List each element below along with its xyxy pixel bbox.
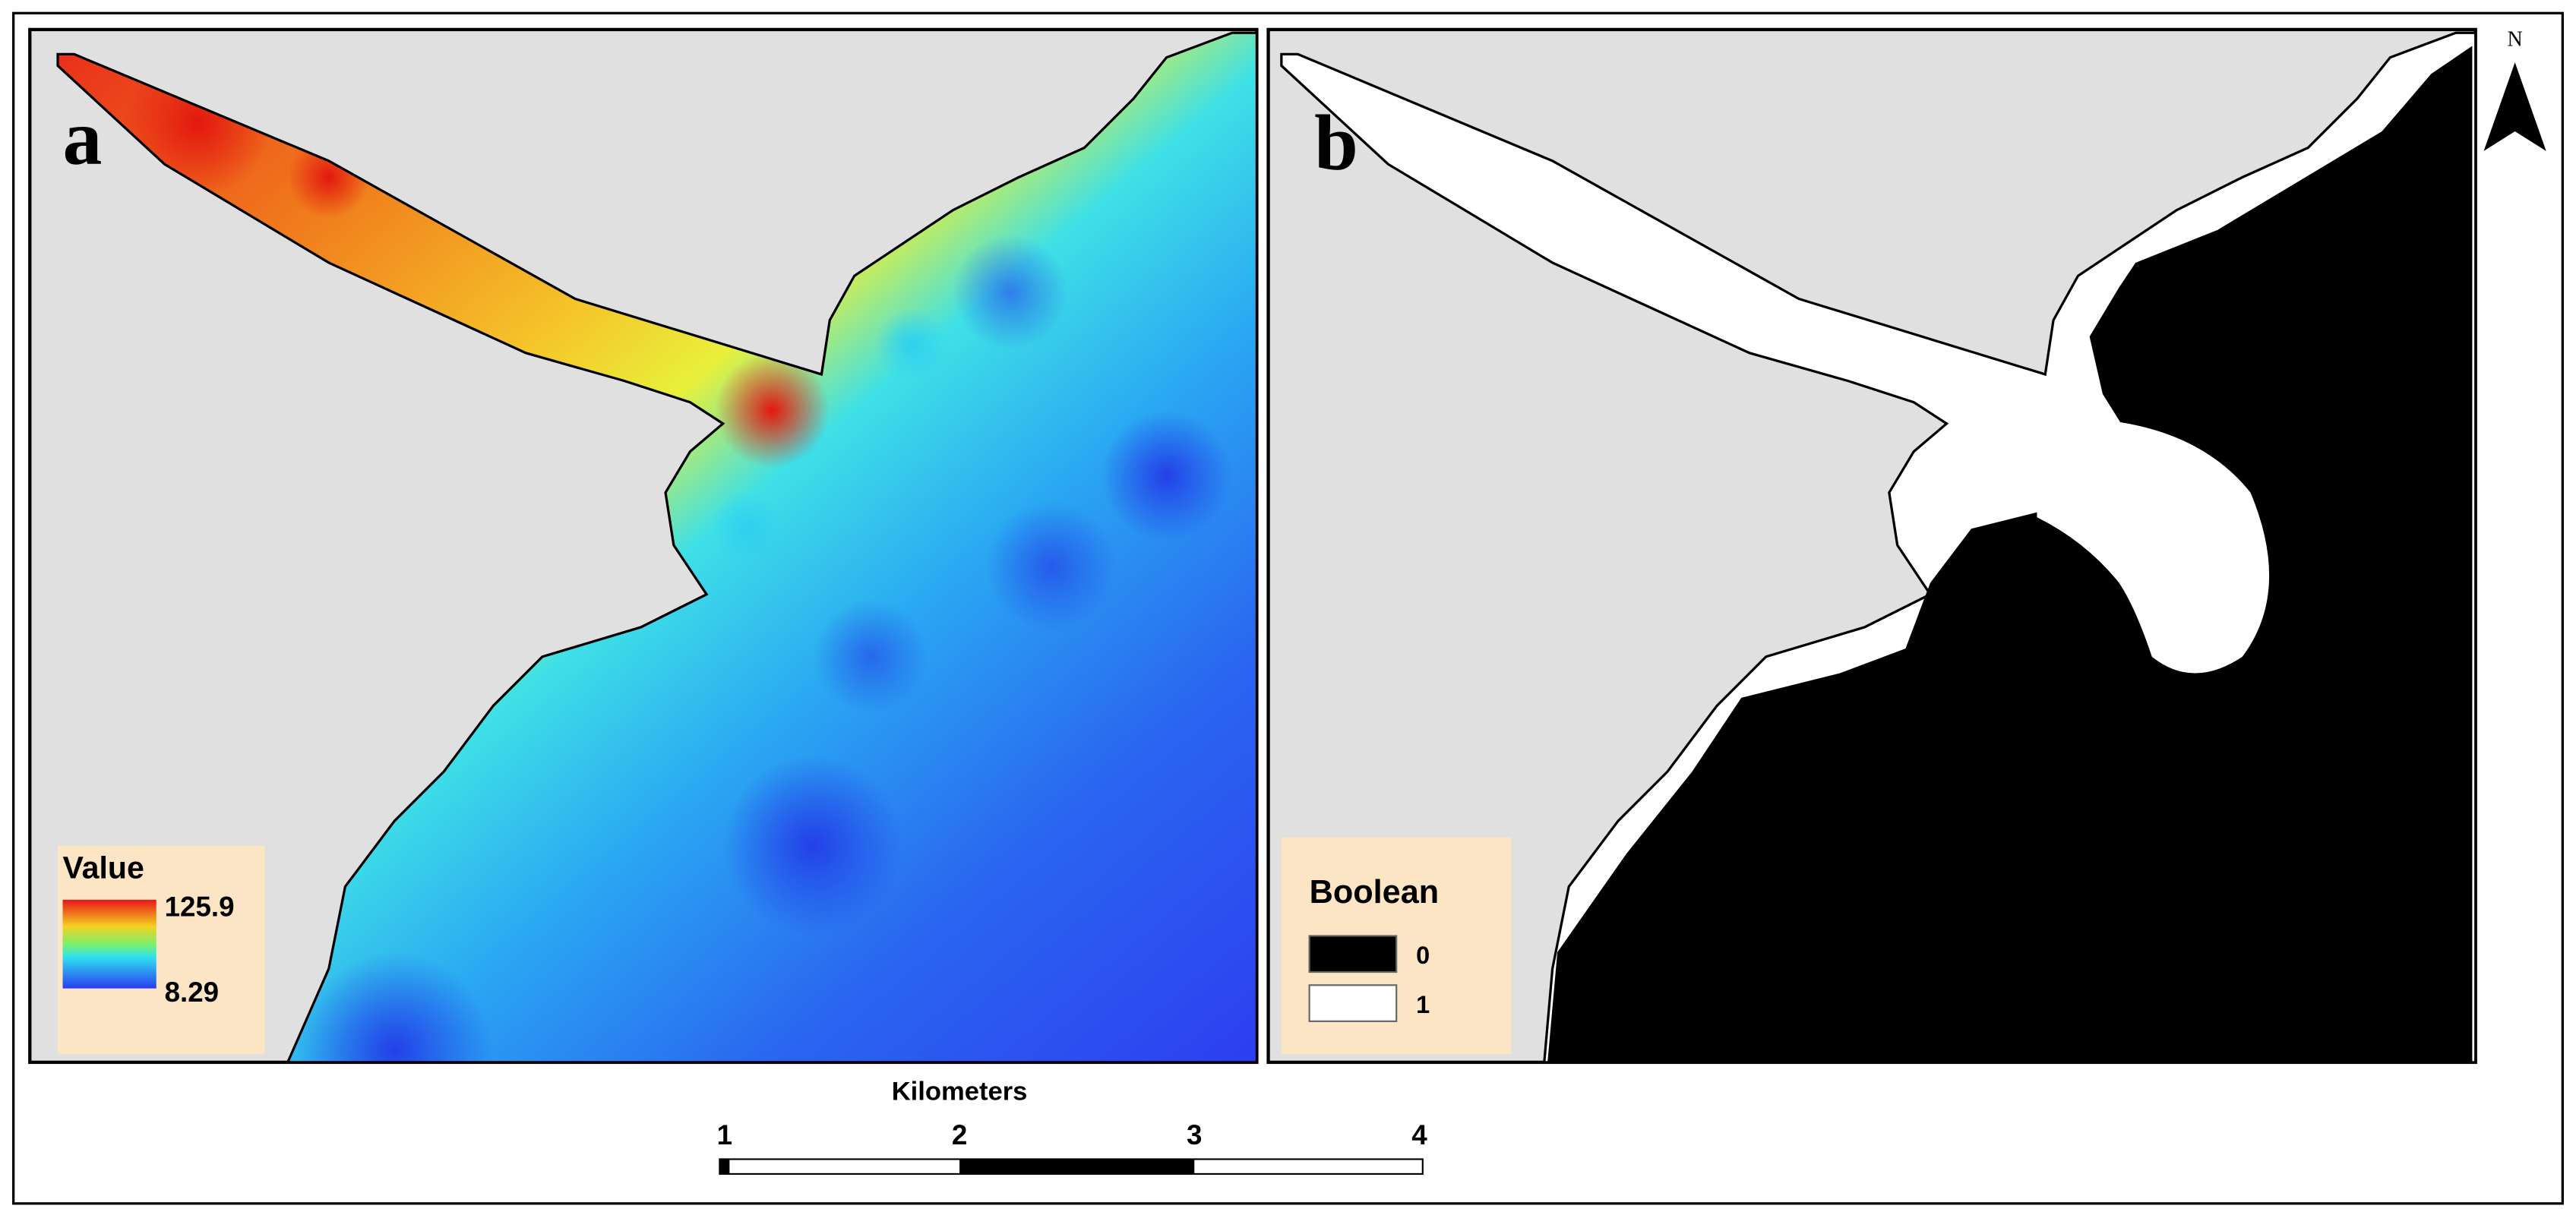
scale-tick: 2 [952, 1119, 967, 1150]
scale-tick: 4 [1411, 1119, 1427, 1150]
panel-b: b Boolean 0 1 [1266, 27, 2477, 1065]
legend-min: 8.29 [165, 977, 220, 1008]
panel-a: a Value 125.9 8.29 [28, 27, 1259, 1065]
bay-class-1 [2037, 418, 2270, 674]
scale-bar: Kilometers 1 2 3 4 [717, 1078, 1427, 1176]
north-label: N [2507, 28, 2522, 52]
legend-item: 1 [1416, 991, 1430, 1018]
color-ramp [62, 899, 156, 989]
north-arrow: N [2483, 28, 2546, 151]
legend-max: 125.9 [165, 891, 235, 922]
legend: Boolean 0 1 [1281, 837, 1512, 1055]
scale-tick: 3 [1187, 1119, 1202, 1150]
legend-title: Value [63, 850, 144, 885]
water-class-0 [1547, 46, 2473, 1062]
legend: Value 125.9 8.29 [58, 845, 265, 1055]
scale-title: Kilometers [892, 1078, 1028, 1106]
legend-swatch [1308, 984, 1398, 1022]
scale-tick: 1 [717, 1119, 732, 1150]
legend-title: Boolean [1310, 874, 1440, 910]
panel-label: b [1314, 100, 1358, 187]
panel-label: a [63, 95, 103, 181]
legend-item: 0 [1416, 942, 1430, 969]
legend-swatch [1308, 935, 1398, 974]
